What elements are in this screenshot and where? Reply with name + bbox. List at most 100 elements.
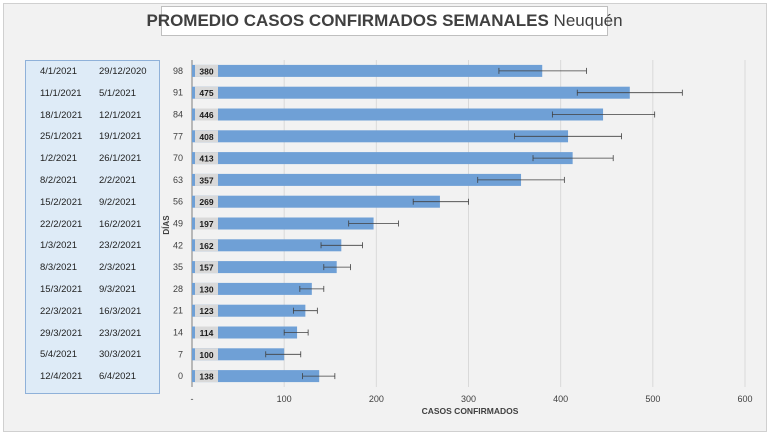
date-start: 5/1/2021 (99, 87, 136, 99)
chart-title-sub: Neuquén (553, 11, 623, 30)
date-start: 23/2/2021 (99, 240, 142, 252)
bar (192, 326, 298, 339)
data-label-bg (195, 108, 218, 121)
y-tick-label: 35 (173, 262, 183, 272)
data-label: 157 (199, 263, 213, 273)
bar (192, 239, 342, 252)
data-label: 357 (199, 175, 213, 185)
y-tick-label: 91 (173, 88, 183, 98)
data-label: 413 (199, 154, 213, 164)
data-label: 380 (199, 66, 213, 76)
bar (192, 282, 312, 295)
data-label: 130 (199, 284, 213, 294)
date-end: 29/3/2021 (40, 327, 83, 339)
data-label: 446 (199, 110, 213, 120)
data-label-bg (195, 261, 218, 274)
y-tick-label: 7 (178, 349, 183, 359)
y-tick-label: 98 (173, 66, 183, 76)
date-start: 16/2/2021 (99, 218, 142, 230)
date-end: 8/2/2021 (40, 174, 77, 186)
date-start: 19/1/2021 (99, 131, 142, 143)
data-label: 138 (199, 372, 213, 382)
y-tick-label: 56 (173, 197, 183, 207)
data-label-bg (195, 86, 218, 99)
x-tick-label: 200 (369, 394, 384, 404)
date-start: 12/1/2021 (99, 109, 142, 121)
data-label-bg (195, 64, 218, 77)
chart-title-main: PROMEDIO CASOS CONFIRMADOS SEMANALES (146, 11, 549, 30)
y-tick-label: 0 (178, 371, 183, 381)
y-tick-label: 63 (173, 175, 183, 185)
x-tick-label: 100 (277, 394, 292, 404)
data-label: 475 (199, 88, 213, 98)
date-end: 22/3/2021 (40, 305, 83, 317)
y-tick-label: 28 (173, 284, 183, 294)
date-row: 12/4/2021 6/4/2021 (26, 371, 161, 385)
date-row: 22/3/2021 16/3/2021 (26, 306, 161, 320)
bar (192, 86, 630, 99)
date-end: 22/2/2021 (40, 218, 83, 230)
x-tick-label: 300 (461, 394, 476, 404)
data-label-bg (195, 326, 218, 339)
data-label-bg (195, 304, 218, 317)
x-axis-title: CASOS CONFIRMADOS (422, 406, 519, 416)
date-start: 30/3/2021 (99, 349, 142, 361)
x-tick-label: 400 (553, 394, 568, 404)
date-end: 8/3/2021 (40, 262, 77, 274)
date-start: 26/1/2021 (99, 153, 142, 165)
date-row: 5/4/2021 30/3/2021 (26, 349, 161, 363)
date-row: 4/1/2021 29/12/2020 (26, 66, 161, 80)
data-label: 408 (199, 132, 213, 142)
date-row: 8/3/2021 2/3/2021 (26, 262, 161, 276)
bar (192, 304, 306, 317)
bar (192, 217, 374, 230)
data-label-bg (195, 173, 218, 186)
y-tick-label: 14 (173, 328, 183, 338)
date-start: 23/3/2021 (99, 327, 142, 339)
bar (192, 108, 604, 121)
data-label: 123 (199, 306, 213, 316)
date-start: 6/4/2021 (99, 371, 136, 383)
date-start: 2/2/2021 (99, 174, 136, 186)
data-label-bg (195, 282, 218, 295)
bar (192, 130, 569, 143)
bar (192, 370, 320, 383)
date-end: 11/1/2021 (40, 87, 82, 99)
data-label-bg (195, 348, 218, 361)
data-label-bg (195, 152, 218, 165)
date-row: 8/2/2021 2/2/2021 (26, 175, 161, 189)
date-row: 1/3/2021 23/2/2021 (26, 240, 161, 254)
y-tick-label: 77 (173, 131, 183, 141)
date-start: 2/3/2021 (99, 262, 136, 274)
date-end: 12/4/2021 (40, 371, 83, 383)
date-row: 15/2/2021 9/2/2021 (26, 197, 161, 211)
bar (192, 173, 522, 186)
data-label: 162 (199, 241, 213, 251)
date-end: 15/2/2021 (40, 196, 83, 208)
date-row: 25/1/2021 19/1/2021 (26, 131, 161, 145)
date-row: 29/3/2021 23/3/2021 (26, 328, 161, 342)
bar (192, 261, 337, 274)
data-label-bg (195, 239, 218, 252)
chart-title: PROMEDIO CASOS CONFIRMADOS SEMANALES Neu… (146, 11, 622, 31)
data-label-bg (195, 217, 218, 230)
y-tick-label: 21 (173, 306, 183, 316)
chart-title-box: PROMEDIO CASOS CONFIRMADOS SEMANALES Neu… (146, 6, 623, 36)
date-end: 1/2/2021 (40, 153, 77, 165)
date-table: 4/1/2021 29/12/2020 11/1/2021 5/1/2021 18/1/… (25, 60, 160, 394)
x-tick-label: 600 (737, 394, 752, 404)
data-label-bg (195, 195, 218, 208)
bar (192, 195, 440, 208)
date-row: 18/1/2021 12/1/2021 (26, 110, 161, 124)
date-start: 16/3/2021 (99, 305, 142, 317)
date-end: 25/1/2021 (40, 131, 83, 143)
date-row: 22/2/2021 16/2/2021 (26, 219, 161, 233)
data-label-bg (195, 370, 218, 383)
bar (192, 152, 573, 165)
date-end: 4/1/2021 (40, 65, 77, 77)
date-start: 9/2/2021 (99, 196, 136, 208)
x-tick-label: - (191, 394, 194, 404)
date-end: 1/3/2021 (40, 240, 77, 252)
data-label: 197 (199, 219, 213, 229)
